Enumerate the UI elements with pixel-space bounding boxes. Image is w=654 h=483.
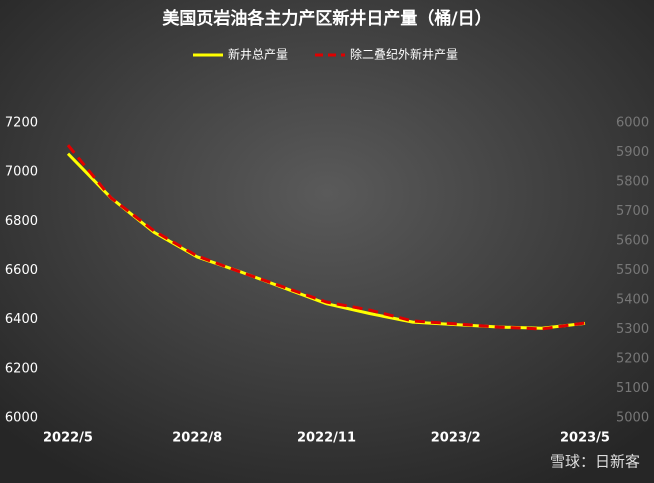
x-tick-label: 2022/8 bbox=[172, 431, 222, 446]
y2-tick-label: 5900 bbox=[616, 145, 649, 160]
y-tick-label: 6400 bbox=[5, 312, 38, 327]
y-tick-label: 7000 bbox=[5, 165, 38, 180]
y-tick-label: 6000 bbox=[5, 411, 38, 426]
legend-label: 除二叠纪外新井产量 bbox=[350, 47, 458, 62]
y2-tick-label: 5400 bbox=[616, 293, 649, 308]
y2-tick-label: 5500 bbox=[616, 263, 649, 278]
y-tick-label: 7200 bbox=[5, 116, 38, 131]
legend-label: 新井总产量 bbox=[228, 47, 288, 62]
x-tick-label: 2023/5 bbox=[560, 431, 610, 446]
x-tick-label: 2023/2 bbox=[431, 431, 481, 446]
x-tick-label: 2022/11 bbox=[297, 431, 356, 446]
y2-tick-label: 5800 bbox=[616, 175, 649, 190]
y2-tick-label: 5000 bbox=[616, 411, 649, 426]
y2-tick-label: 5600 bbox=[616, 234, 649, 249]
chart-title: 美国页岩油各主力产区新井日产量（桶/日） bbox=[162, 8, 491, 29]
x-tick-label: 2022/5 bbox=[43, 431, 93, 446]
series-line bbox=[66, 144, 586, 331]
y2-tick-label: 6000 bbox=[616, 116, 649, 131]
y-tick-label: 6200 bbox=[5, 361, 38, 376]
y2-tick-label: 5200 bbox=[616, 352, 649, 367]
y-tick-label: 6800 bbox=[5, 214, 38, 229]
y2-tick-label: 5700 bbox=[616, 204, 649, 219]
y2-tick-label: 5300 bbox=[616, 322, 649, 337]
watermark: 雪球：日新客 bbox=[550, 453, 640, 471]
y2-tick-label: 5100 bbox=[616, 381, 649, 396]
y-tick-label: 6600 bbox=[5, 263, 38, 278]
